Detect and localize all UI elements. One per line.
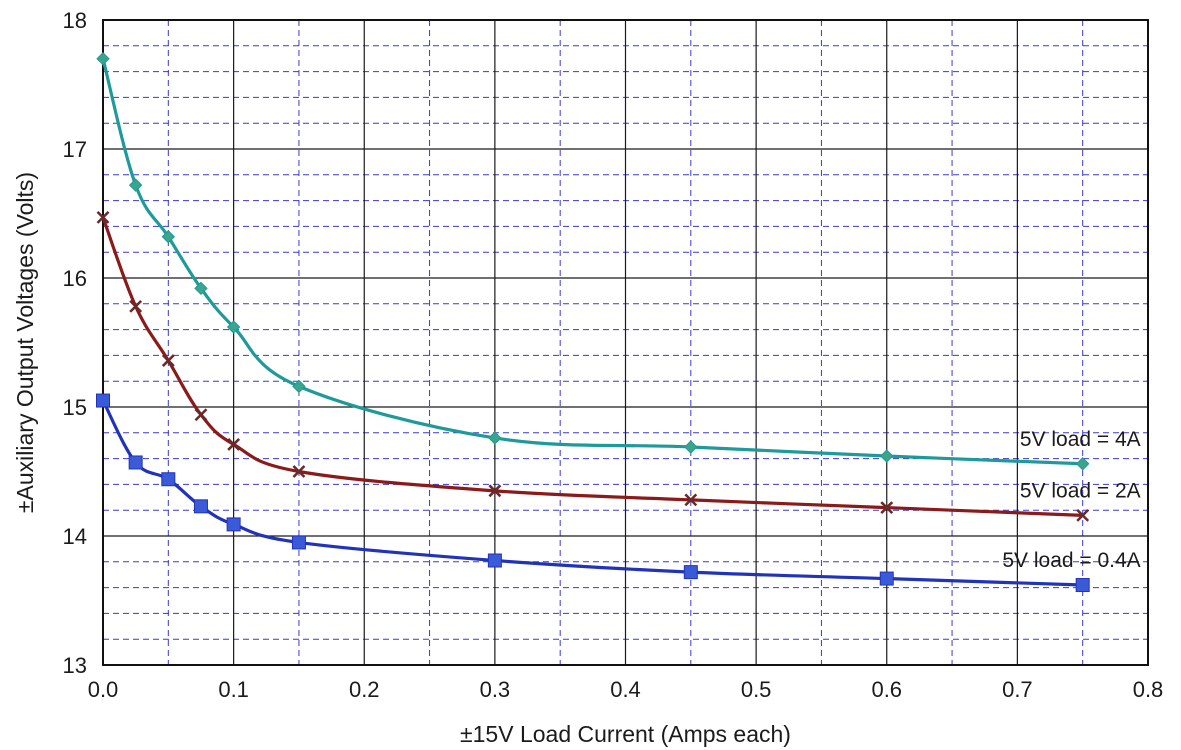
data-point-diamond <box>292 379 306 394</box>
series-line-1 <box>101 57 1085 466</box>
series-label-1: 5V load = 4A <box>1020 428 1141 451</box>
data-point-x-stroke <box>880 501 894 515</box>
series-group <box>101 57 1085 587</box>
data-point-x-stroke <box>129 299 143 313</box>
data-point-x <box>880 501 894 515</box>
series-line-2 <box>101 215 1085 517</box>
x-axis-title: ±15V Load Current (Amps each) <box>460 721 791 747</box>
data-point-square <box>683 565 698 580</box>
series-labels: 5V load = 4A 5V load = 2A 5V load = 0.4A <box>1002 428 1140 572</box>
y-tick-label: 16 <box>63 266 87 291</box>
data-point-diamond <box>226 320 241 334</box>
data-point-square <box>128 455 143 470</box>
data-point-x <box>96 210 110 224</box>
data-point-diamond <box>684 440 698 454</box>
data-point-diamond <box>1075 457 1090 471</box>
data-point-x-stroke <box>488 484 502 498</box>
data-point-x-stroke <box>227 437 241 451</box>
data-point-square <box>96 393 110 408</box>
series-line-3 <box>101 398 1085 587</box>
data-point-x <box>129 299 143 313</box>
data-point-x <box>194 408 208 422</box>
data-point-x <box>161 354 175 367</box>
data-point-x <box>227 437 241 451</box>
data-point-square <box>193 499 208 514</box>
data-point-x <box>684 493 698 507</box>
data-point-x <box>292 465 306 478</box>
y-tick-label: 13 <box>63 653 87 678</box>
data-point-diamond <box>488 431 502 445</box>
data-point-diamond <box>128 178 143 192</box>
x-tick-label: 0.0 <box>88 677 119 702</box>
data-point-x-stroke <box>96 210 110 224</box>
x-tick-label: 0.8 <box>1133 677 1164 702</box>
tick-labels: 0.0 0.1 0.2 0.3 0.4 0.5 0.6 0.7 0.8 13 14 15 16 17 18 <box>63 8 1164 702</box>
y-axis-title: ±Auxiliary Output Voltages (Volts) <box>12 172 38 513</box>
data-point-x-stroke <box>292 465 306 478</box>
data-point-x <box>1076 508 1090 522</box>
marker-group <box>96 51 1090 593</box>
data-point-square <box>291 535 306 550</box>
data-point-diamond <box>194 281 208 296</box>
y-tick-label: 17 <box>63 137 87 162</box>
data-point-diamond <box>161 230 176 244</box>
x-tick-label: 0.1 <box>218 677 249 702</box>
data-point-x-stroke <box>194 408 208 422</box>
x-tick-label: 0.2 <box>349 677 380 702</box>
x-tick-label: 0.4 <box>610 677 641 702</box>
data-point-square <box>226 517 241 532</box>
y-tick-label: 18 <box>63 8 87 33</box>
data-point-square <box>161 472 176 487</box>
data-point-square <box>879 571 894 586</box>
data-point-x-stroke <box>1076 508 1090 522</box>
data-point-x-stroke <box>161 354 175 367</box>
data-point-square <box>487 553 502 568</box>
series-label-3: 5V load = 0.4A <box>1002 549 1140 572</box>
x-tick-label: 0.5 <box>741 677 772 702</box>
series-label-2: 5V load = 2A <box>1020 479 1141 502</box>
plot-frame <box>102 19 1149 666</box>
y-tick-label: 15 <box>63 395 87 420</box>
data-point-x <box>488 484 502 498</box>
x-tick-label: 0.7 <box>1002 677 1033 702</box>
y-tick-label: 14 <box>63 524 87 549</box>
data-point-x-stroke <box>684 493 698 507</box>
data-point-diamond <box>880 449 894 463</box>
plot-border <box>102 19 1149 666</box>
data-point-diamond <box>96 51 110 66</box>
x-tick-label: 0.6 <box>871 677 902 702</box>
data-point-square <box>1075 578 1090 593</box>
x-tick-label: 0.3 <box>480 677 511 702</box>
